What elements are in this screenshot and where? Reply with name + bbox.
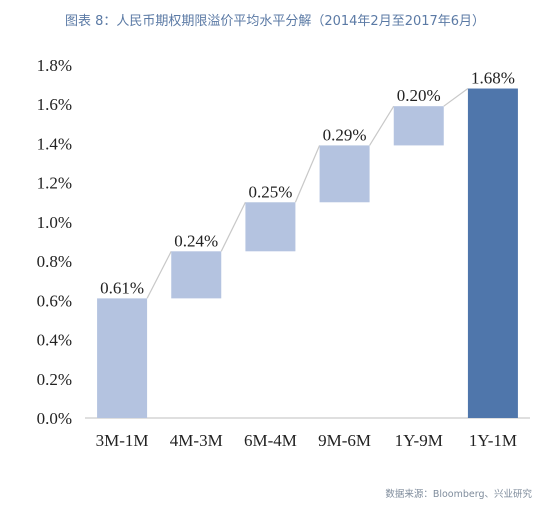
- data-label: 0.25%: [248, 182, 292, 201]
- y-tick-label: 0.6%: [37, 291, 72, 310]
- x-tick-label: 1Y-1M: [469, 431, 517, 450]
- source-note: 数据来源：Bloomberg、兴业研究: [385, 489, 532, 500]
- y-tick-label: 1.4%: [37, 134, 72, 153]
- y-tick-label: 1.0%: [37, 213, 72, 232]
- y-tick-label: 1.8%: [37, 56, 72, 75]
- data-label: 0.20%: [397, 86, 441, 105]
- chart-title: 图表 8：人民币期权期限溢价平均水平分解（2014年2月至2017年6月）: [64, 14, 486, 29]
- y-tick-label: 0.8%: [37, 252, 72, 271]
- x-tick-label: 9M-6M: [318, 431, 371, 450]
- x-tick-label: 3M-1M: [96, 431, 149, 450]
- connector-line: [146, 251, 172, 299]
- bar-3m-1m: [97, 298, 148, 418]
- x-tick-label: 1Y-9M: [395, 431, 443, 450]
- bar-1y-1m: [467, 88, 518, 419]
- y-tick-label: 0.2%: [37, 370, 72, 389]
- bar-9m-6m: [319, 145, 370, 203]
- data-label: 0.29%: [323, 125, 367, 144]
- connector-line: [220, 202, 246, 252]
- bar-6m-4m: [245, 202, 296, 252]
- y-tick-label: 1.2%: [37, 174, 72, 193]
- y-tick-label: 1.6%: [37, 95, 72, 114]
- bar-4m-3m: [171, 251, 222, 299]
- x-tick-label: 4M-3M: [170, 431, 223, 450]
- y-tick-label: 0.4%: [37, 331, 72, 350]
- connector-line: [369, 105, 395, 146]
- connector-line: [294, 145, 321, 203]
- data-label: 0.61%: [100, 278, 144, 297]
- y-tick-label: 0.0%: [37, 409, 72, 428]
- data-label: 0.24%: [174, 231, 218, 250]
- bar-1y-9m: [393, 106, 444, 146]
- x-tick-label: 6M-4M: [244, 431, 297, 450]
- data-label: 1.68%: [471, 69, 515, 88]
- connector-line: [443, 88, 469, 107]
